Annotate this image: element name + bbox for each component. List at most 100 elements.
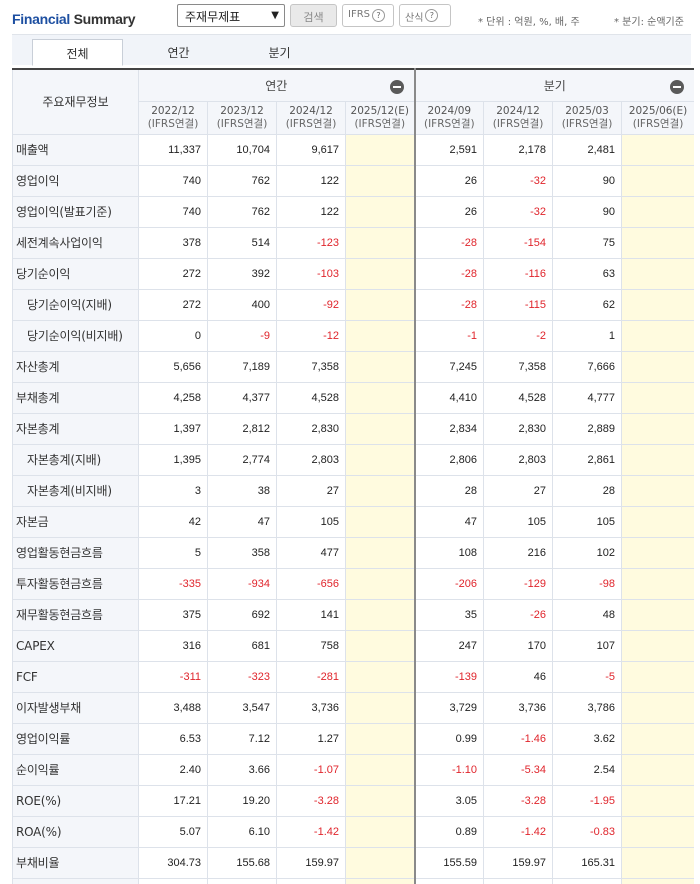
chevron-down-icon: ▼ (271, 10, 279, 21)
period-header: 2024/12 (IFRS연결) (276, 100, 346, 135)
table-cell (621, 381, 694, 414)
table-cell (138, 877, 208, 884)
table-cell (344, 505, 416, 538)
table-cell: 9,617 (276, 133, 346, 166)
row-label: ROE(%) (12, 784, 139, 817)
table-cell: 3 (138, 474, 208, 507)
table-cell: 762 (207, 164, 277, 197)
formula-label: 산식 (405, 13, 424, 24)
table-cell: 105 (483, 505, 554, 538)
table-cell: 4,377 (207, 381, 277, 414)
row-label: ROA(%) (12, 815, 139, 848)
table-cell: -0.83 (552, 815, 623, 848)
table-cell (621, 846, 694, 879)
table-cell (621, 598, 694, 631)
table-row: ROE(%) 17.21 19.20 -3.28 3.05 -3.28 -1.95 (12, 784, 694, 817)
table-cell: 42 (138, 505, 208, 538)
table-cell: 47 (413, 505, 485, 538)
table-cell (344, 443, 416, 476)
table-cell: -5 (552, 660, 623, 693)
period-type: (IFRS연결) (216, 118, 268, 130)
table-row: 당기순이익(비지배) 0 -9 -12 -1 -2 1 (12, 319, 694, 352)
table-cell: 108 (413, 536, 485, 569)
row-label: 영업이익률 (12, 722, 139, 755)
table-cell: 3,786 (552, 691, 623, 724)
tab-quarterly[interactable]: 분기 (268, 46, 291, 60)
row-label: 재무활동현금흐름 (12, 598, 139, 631)
question-icon: ? (372, 9, 385, 22)
table-cell: 7,189 (207, 350, 277, 383)
table-cell (344, 691, 416, 724)
table-cell: 2,830 (483, 412, 554, 445)
title-financial: Financial (12, 11, 70, 27)
table-cell: 2,803 (276, 443, 346, 476)
row-label: 자본총계(지배) (12, 443, 139, 476)
annual-group-header: 연간 (137, 68, 416, 102)
row-label (12, 877, 139, 884)
table-cell: -335 (138, 567, 208, 600)
table-cell: 102 (552, 536, 623, 569)
table-cell (552, 877, 623, 884)
table-cell: -115 (483, 288, 554, 321)
title-summary: Summary (73, 11, 136, 27)
period-date: 2022/12 (151, 105, 195, 117)
tab-all[interactable]: 전체 (32, 39, 123, 66)
period-type: (IFRS연결) (285, 118, 337, 130)
table-cell (344, 598, 416, 631)
collapse-quarterly-icon[interactable] (670, 80, 685, 94)
table-cell: 4,528 (483, 381, 554, 414)
table-cell: 1,395 (138, 443, 208, 476)
table-cell: 5,656 (138, 350, 208, 383)
table-cell: -139 (413, 660, 485, 693)
table-cell: -116 (483, 257, 554, 290)
table-cell: 304.73 (138, 846, 208, 879)
table-cell: 2,830 (276, 412, 346, 445)
row-label: CAPEX (12, 629, 139, 662)
table-cell: -2 (483, 319, 554, 352)
table-cell: -3.28 (483, 784, 554, 817)
table-cell: -1.07 (276, 753, 346, 786)
period-date: 2025/06(E) (628, 105, 688, 117)
table-cell: 392 (207, 257, 277, 290)
table-cell: 141 (276, 598, 346, 631)
table-cell: -656 (276, 567, 346, 600)
search-button[interactable]: 검색 (290, 4, 337, 27)
collapse-annual-icon[interactable] (389, 80, 404, 94)
question-icon: ? (425, 9, 439, 22)
table-cell: 2,803 (483, 443, 554, 476)
table-cell (621, 536, 694, 569)
period-type: (IFRS연결) (632, 118, 684, 130)
table-cell: 2,178 (483, 133, 554, 166)
table-cell: 1 (552, 319, 623, 352)
table-cell: 105 (276, 505, 346, 538)
table-cell: 3.05 (413, 784, 485, 817)
table-cell: 155.68 (207, 846, 277, 879)
row-label: 당기순이익(비지배) (12, 319, 139, 352)
statement-select[interactable]: 주재무제표 ▼ (177, 4, 285, 27)
table-cell (344, 629, 416, 662)
table-cell: 2,806 (413, 443, 485, 476)
table-cell: 4,777 (552, 381, 623, 414)
table-cell: 159.97 (276, 846, 346, 879)
table-row: 이자발생부채 3,488 3,547 3,736 3,729 3,736 3,786 (12, 691, 694, 724)
table-cell (621, 133, 694, 166)
table-cell (621, 226, 694, 259)
tab-annual[interactable]: 연간 (167, 46, 190, 60)
table-cell: 122 (276, 195, 346, 228)
period-header: 2024/09 (IFRS연결) (413, 100, 485, 135)
table-cell (344, 319, 416, 352)
table-cell: -323 (207, 660, 277, 693)
table-cell: 48 (552, 598, 623, 631)
table-cell (344, 815, 416, 848)
table-cell (344, 567, 416, 600)
ifrs-help-button[interactable]: IFRS? (342, 4, 394, 27)
row-label: 세전계속사업이익 (12, 226, 139, 259)
table-cell: 2,834 (413, 412, 485, 445)
financial-summary-table: 주요재무정보 연간 분기 2022/12 (IFRS연결) 2023/12 (IFRS… (12, 68, 694, 884)
table-cell: 2,774 (207, 443, 277, 476)
table-cell (621, 877, 694, 884)
table-cell: -1.42 (276, 815, 346, 848)
formula-help-button[interactable]: 산식? (399, 4, 451, 27)
table-row: 자본금 42 47 105 47 105 105 (12, 505, 694, 538)
table-row: 영업활동현금흐름 5 358 477 108 216 102 (12, 536, 694, 569)
